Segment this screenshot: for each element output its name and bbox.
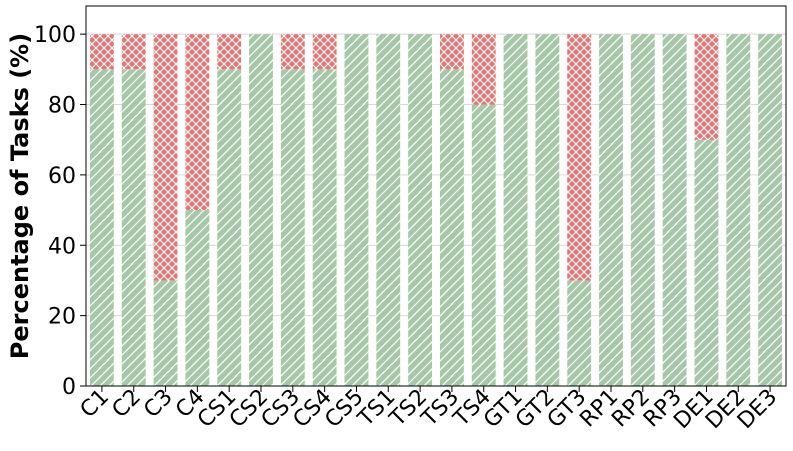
bars xyxy=(89,34,783,387)
bar-segment-cs3-s2 xyxy=(280,34,305,70)
y-axis-ticks: 0 20 40 60 80 100 xyxy=(34,23,86,400)
bar-segment-gt3-s1 xyxy=(567,280,592,386)
y-tick-label: 0 xyxy=(62,375,76,400)
bar-segment-c1-s1 xyxy=(89,69,114,386)
bar-segment-cs3-s1 xyxy=(280,69,305,386)
bar-segment-cs1-s2 xyxy=(217,34,242,70)
bar-segment-de2-s1 xyxy=(726,34,751,387)
y-tick-label: 100 xyxy=(34,23,76,48)
bar-segment-ts4-s1 xyxy=(471,104,496,386)
plot-frame xyxy=(85,5,787,387)
bar-segment-rp2-s1 xyxy=(630,34,655,387)
bar-segment-c4-s2 xyxy=(185,34,210,211)
bar-segment-c2-s1 xyxy=(121,69,146,386)
bar-segment-ts3-s2 xyxy=(439,34,464,70)
bar-segment-ts3-s1 xyxy=(439,69,464,386)
bar-segment-c1-s2 xyxy=(89,34,114,70)
x-axis-ticks: C1C2C3C4CS1CS2CS3CS4CS5TS1TS2TS3TS4GT1GT… xyxy=(76,385,783,434)
bar-segment-rp3-s1 xyxy=(662,34,687,387)
bar-segment-gt3-s2 xyxy=(567,34,592,281)
bar-segment-cs1-s1 xyxy=(217,69,242,386)
bar-segment-gt1-s1 xyxy=(503,34,528,387)
bar-segment-c2-s2 xyxy=(121,34,146,70)
bar-segment-cs2-s1 xyxy=(249,34,273,387)
y-tick-label: 20 xyxy=(48,305,76,330)
bar-segment-c4-s1 xyxy=(185,210,210,386)
y-tick-label: 40 xyxy=(48,234,76,259)
bar-segment-de1-s2 xyxy=(694,34,719,140)
bar-segment-cs5-s1 xyxy=(344,34,369,387)
y-tick-label: 80 xyxy=(48,94,76,119)
bar-segment-cs4-s1 xyxy=(312,69,337,386)
bar-segment-c3-s1 xyxy=(153,280,178,386)
y-tick-label: 60 xyxy=(48,164,76,189)
bar-segment-rp1-s1 xyxy=(599,34,623,387)
bar-segment-de1-s1 xyxy=(694,139,719,386)
bar-segment-de3-s1 xyxy=(758,34,783,387)
bar-segment-c3-s2 xyxy=(153,34,178,281)
x-tick-label-de3: DE3 xyxy=(733,385,782,434)
y-axis-label: Percentage of Tasks (%) xyxy=(6,33,34,359)
bar-segment-ts1-s1 xyxy=(376,34,401,387)
bar-segment-gt2-s1 xyxy=(535,34,560,387)
bar-segment-cs4-s2 xyxy=(312,34,337,70)
bar-segment-ts2-s1 xyxy=(408,34,433,387)
bar-segment-ts4-s2 xyxy=(471,34,496,105)
